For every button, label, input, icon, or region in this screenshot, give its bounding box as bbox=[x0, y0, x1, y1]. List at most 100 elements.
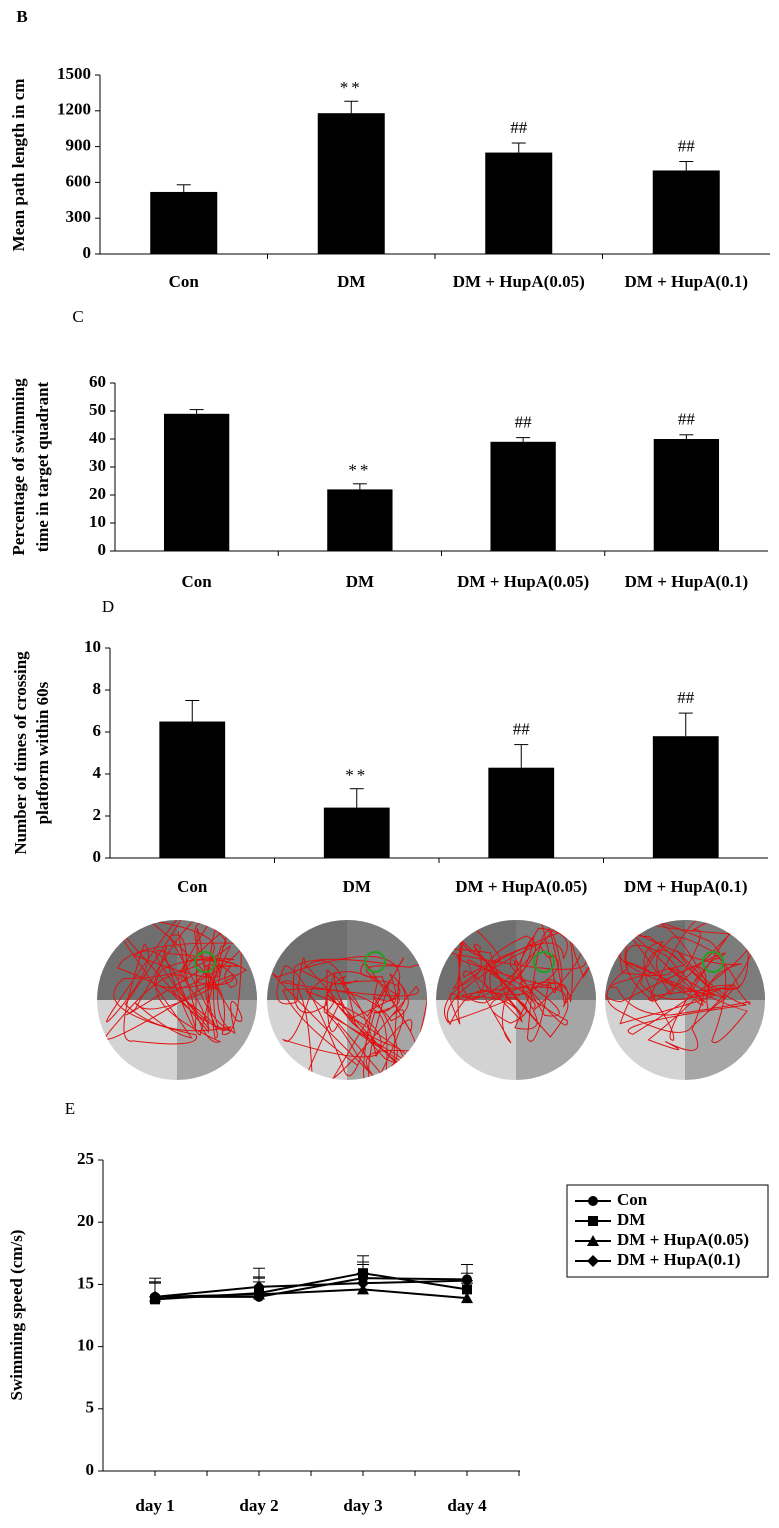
pool bbox=[605, 920, 765, 1080]
y-axis-label: time in target quadrant bbox=[33, 381, 52, 552]
x-tick-label: DM + HupA(0.05) bbox=[453, 272, 585, 291]
platform bbox=[702, 951, 724, 973]
y-tick-label: 20 bbox=[77, 1211, 94, 1230]
y-tick-label: 40 bbox=[89, 428, 106, 447]
bar bbox=[150, 191, 218, 254]
y-tick-label: 10 bbox=[77, 1336, 94, 1355]
swim-path-image bbox=[436, 920, 596, 1080]
y-axis-label: Number of times of crossing bbox=[11, 651, 30, 855]
y-tick-label: 25 bbox=[77, 1149, 94, 1168]
legend-label: DM bbox=[617, 1210, 645, 1229]
bar bbox=[488, 767, 555, 858]
marker bbox=[588, 1196, 598, 1206]
y-tick-label: 0 bbox=[98, 540, 107, 559]
marker bbox=[587, 1255, 599, 1267]
legend-label: DM + HupA(0.1) bbox=[617, 1250, 741, 1269]
marker bbox=[253, 1288, 265, 1300]
x-tick-label: DM + HupA(0.1) bbox=[625, 572, 749, 591]
y-axis-label: Swimming speed (cm/s) bbox=[7, 1230, 26, 1401]
y-tick-label: 50 bbox=[89, 400, 106, 419]
y-axis-label: Mean path length in cm bbox=[9, 79, 28, 252]
panel-label: E bbox=[65, 1099, 75, 1118]
y-tick-label: 5 bbox=[86, 1398, 95, 1417]
y-tick-label: 2 bbox=[93, 805, 102, 824]
y-axis-label: platform within 60s bbox=[33, 681, 52, 824]
swim-path bbox=[443, 920, 593, 1044]
panel-label: B bbox=[16, 7, 27, 26]
marker bbox=[149, 1290, 161, 1303]
platform bbox=[194, 951, 216, 973]
bar bbox=[323, 807, 390, 858]
significance-label: ## bbox=[513, 720, 531, 739]
panel-label: D bbox=[102, 597, 114, 616]
significance-label: ** bbox=[345, 766, 368, 785]
legend-label: DM + HupA(0.05) bbox=[617, 1230, 749, 1249]
marker bbox=[461, 1292, 473, 1304]
series-line bbox=[154, 1279, 468, 1298]
legend-label: Con bbox=[617, 1190, 648, 1209]
y-tick-label: 10 bbox=[84, 637, 101, 656]
marker bbox=[461, 1274, 473, 1287]
significance-label: ## bbox=[678, 136, 696, 155]
marker bbox=[588, 1216, 598, 1226]
bar bbox=[163, 413, 230, 551]
series-line bbox=[154, 1288, 468, 1300]
platform bbox=[364, 951, 386, 973]
significance-label: ## bbox=[677, 688, 695, 707]
y-tick-label: 1200 bbox=[57, 100, 91, 119]
y-tick-label: 15 bbox=[77, 1273, 94, 1292]
y-tick-label: 60 bbox=[89, 372, 106, 391]
significance-label: ## bbox=[510, 118, 528, 137]
y-tick-label: 0 bbox=[86, 1460, 95, 1479]
x-tick-label: DM + HupA(0.05) bbox=[455, 877, 587, 896]
y-tick-label: 600 bbox=[66, 171, 92, 190]
platform bbox=[533, 951, 555, 973]
swim-path bbox=[272, 955, 427, 1080]
bar bbox=[652, 170, 720, 254]
y-axis-label: Percentage of swimming bbox=[9, 378, 28, 556]
swim-path-image bbox=[605, 920, 765, 1080]
x-tick-label: Con bbox=[182, 572, 213, 591]
significance-label: ## bbox=[678, 410, 696, 429]
x-tick-label: day 3 bbox=[343, 1496, 382, 1515]
x-tick-label: DM + HupA(0.1) bbox=[625, 272, 749, 291]
y-tick-label: 8 bbox=[93, 679, 102, 698]
swim-path bbox=[605, 920, 755, 1051]
y-tick-label: 900 bbox=[66, 136, 92, 155]
x-tick-label: Con bbox=[177, 877, 208, 896]
x-tick-label: day 2 bbox=[239, 1496, 278, 1515]
quadrant bbox=[97, 1000, 177, 1080]
marker bbox=[253, 1280, 265, 1293]
significance-label: ## bbox=[515, 413, 533, 432]
y-tick-label: 1500 bbox=[57, 64, 91, 83]
x-tick-label: DM bbox=[343, 877, 371, 896]
bar bbox=[317, 113, 385, 254]
y-tick-label: 10 bbox=[89, 512, 106, 531]
panel-label: C bbox=[72, 307, 83, 326]
x-tick-label: DM bbox=[346, 572, 374, 591]
marker bbox=[587, 1235, 599, 1246]
x-tick-label: day 4 bbox=[447, 1496, 487, 1515]
bar bbox=[159, 721, 226, 858]
bar bbox=[652, 736, 719, 858]
significance-label: ** bbox=[340, 78, 363, 97]
y-tick-label: 0 bbox=[83, 243, 92, 262]
y-tick-label: 300 bbox=[66, 207, 92, 226]
marker bbox=[357, 1277, 369, 1290]
pool bbox=[267, 920, 427, 1080]
x-tick-label: DM bbox=[337, 272, 365, 291]
bar bbox=[327, 489, 393, 551]
x-tick-label: day 1 bbox=[135, 1496, 174, 1515]
bar bbox=[653, 439, 720, 551]
swim-path bbox=[105, 920, 248, 1045]
y-tick-label: 4 bbox=[93, 763, 102, 782]
y-tick-label: 30 bbox=[89, 456, 106, 475]
x-tick-label: Con bbox=[169, 272, 200, 291]
y-tick-label: 20 bbox=[89, 484, 106, 503]
significance-label: ** bbox=[348, 461, 371, 480]
bar bbox=[490, 441, 556, 551]
swim-path-image bbox=[267, 920, 427, 1080]
swim-path-image bbox=[97, 920, 257, 1080]
bar bbox=[485, 152, 553, 254]
